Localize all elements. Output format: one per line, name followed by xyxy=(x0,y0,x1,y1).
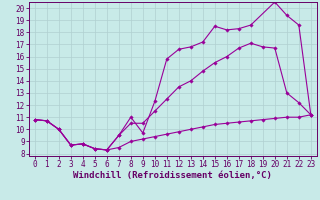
X-axis label: Windchill (Refroidissement éolien,°C): Windchill (Refroidissement éolien,°C) xyxy=(73,171,272,180)
